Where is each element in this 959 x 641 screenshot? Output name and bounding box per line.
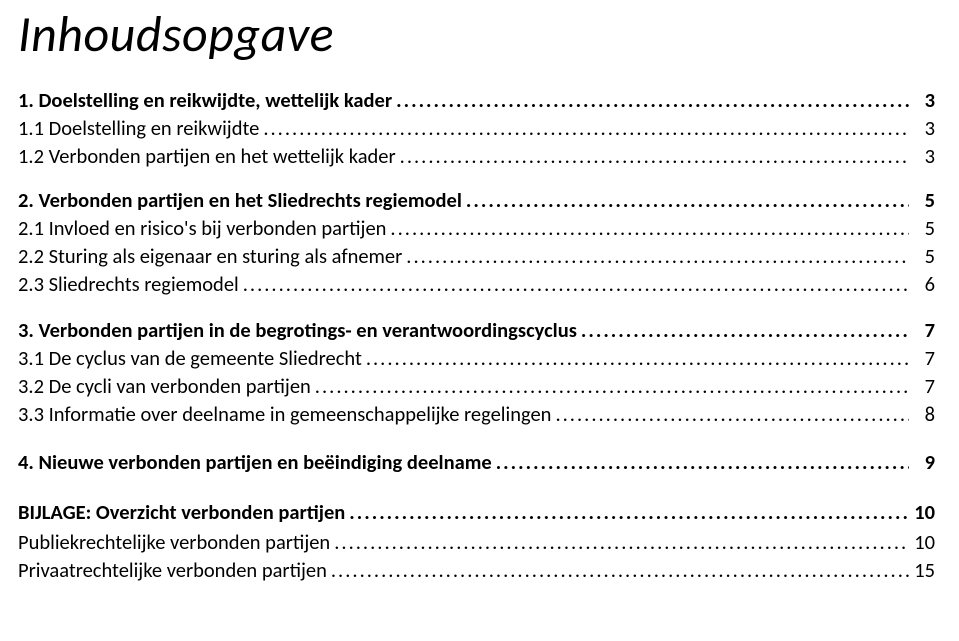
toc-label: 2. Verbonden partijen en het Sliedrechts…	[18, 187, 462, 213]
toc-entry: 2.2 Sturing als eigenaar en sturing als …	[18, 243, 935, 269]
toc-label: 2.1 Invloed en risico's bij verbonden pa…	[18, 215, 386, 241]
toc-entry: Privaatrechtelijke verbonden partijen 15	[18, 557, 935, 583]
toc-leader-dots	[466, 187, 909, 213]
toc-entry: 3.1 De cyclus van de gemeente Sliedrecht…	[18, 345, 935, 371]
toc-label: 2.3 Sliedrechts regiemodel	[18, 271, 239, 297]
toc-label: 2.2 Sturing als eigenaar en sturing als …	[18, 243, 402, 269]
toc-page-number: 3	[913, 87, 935, 113]
toc-page-number: 7	[913, 317, 935, 343]
toc-entry: 1.1 Doelstelling en reikwijdte 3	[18, 115, 935, 141]
toc-page-number: 10	[913, 529, 935, 555]
toc-label: Privaatrechtelijke verbonden partijen	[18, 557, 327, 583]
toc-entry: Publiekrechtelijke verbonden partijen 10	[18, 529, 935, 555]
toc-leader-dots	[366, 345, 909, 371]
toc-entry: 2. Verbonden partijen en het Sliedrechts…	[18, 187, 935, 213]
toc-page-number: 7	[913, 373, 935, 399]
toc-page-number: 10	[913, 499, 935, 525]
page-title: Inhoudsopgave	[18, 4, 935, 65]
document-page: Inhoudsopgave 1. Doelstelling en reikwij…	[0, 0, 959, 641]
toc-label: 4. Nieuwe verbonden partijen en beëindig…	[18, 449, 492, 475]
toc-page-number: 5	[913, 243, 935, 269]
toc-label: 3. Verbonden partijen in de begrotings- …	[18, 317, 577, 343]
toc-leader-dots	[390, 215, 909, 241]
toc-page-number: 9	[913, 449, 935, 475]
toc-leader-dots	[406, 243, 909, 269]
toc-leader-dots	[243, 271, 909, 297]
toc-leader-dots	[555, 401, 909, 427]
toc-entry: 3.3 Informatie over deelname in gemeensc…	[18, 401, 935, 427]
toc-label: 1.1 Doelstelling en reikwijdte	[18, 115, 259, 141]
toc-label: 1.2 Verbonden partijen en het wettelijk …	[18, 143, 396, 169]
toc-label: BIJLAGE: Overzicht verbonden partijen	[18, 499, 345, 525]
toc-page-number: 7	[913, 345, 935, 371]
toc-label: 1. Doelstelling en reikwijdte, wettelijk…	[18, 87, 392, 113]
toc-page-number: 5	[913, 187, 935, 213]
toc-label: 3.2 De cycli van verbonden partijen	[18, 373, 311, 399]
toc-entry: 2.1 Invloed en risico's bij verbonden pa…	[18, 215, 935, 241]
toc-leader-dots	[331, 557, 909, 583]
toc-label: 3.3 Informatie over deelname in gemeensc…	[18, 401, 551, 427]
toc-label: 3.1 De cyclus van de gemeente Sliedrecht	[18, 345, 362, 371]
toc-entry: 4. Nieuwe verbonden partijen en beëindig…	[18, 449, 935, 475]
toc-leader-dots	[263, 115, 909, 141]
toc-entry: 1.2 Verbonden partijen en het wettelijk …	[18, 143, 935, 169]
toc-label: Publiekrechtelijke verbonden partijen	[18, 529, 330, 555]
toc-page-number: 6	[913, 271, 935, 297]
toc-leader-dots	[315, 373, 909, 399]
toc-entry: BIJLAGE: Overzicht verbonden partijen 10	[18, 499, 935, 525]
toc-page-number: 3	[913, 143, 935, 169]
toc-page-number: 15	[913, 557, 935, 583]
toc-leader-dots	[581, 317, 909, 343]
toc-page-number: 5	[913, 215, 935, 241]
toc-leader-dots	[396, 87, 909, 113]
toc-leader-dots	[496, 449, 909, 475]
toc-leader-dots	[334, 529, 909, 555]
toc-leader-dots	[400, 143, 909, 169]
toc-leader-dots	[349, 499, 909, 525]
toc-page-number: 8	[913, 401, 935, 427]
toc-entry: 2.3 Sliedrechts regiemodel 6	[18, 271, 935, 297]
toc-entry: 3. Verbonden partijen in de begrotings- …	[18, 317, 935, 343]
toc-entry: 1. Doelstelling en reikwijdte, wettelijk…	[18, 87, 935, 113]
toc-entry: 3.2 De cycli van verbonden partijen 7	[18, 373, 935, 399]
toc-page-number: 3	[913, 115, 935, 141]
